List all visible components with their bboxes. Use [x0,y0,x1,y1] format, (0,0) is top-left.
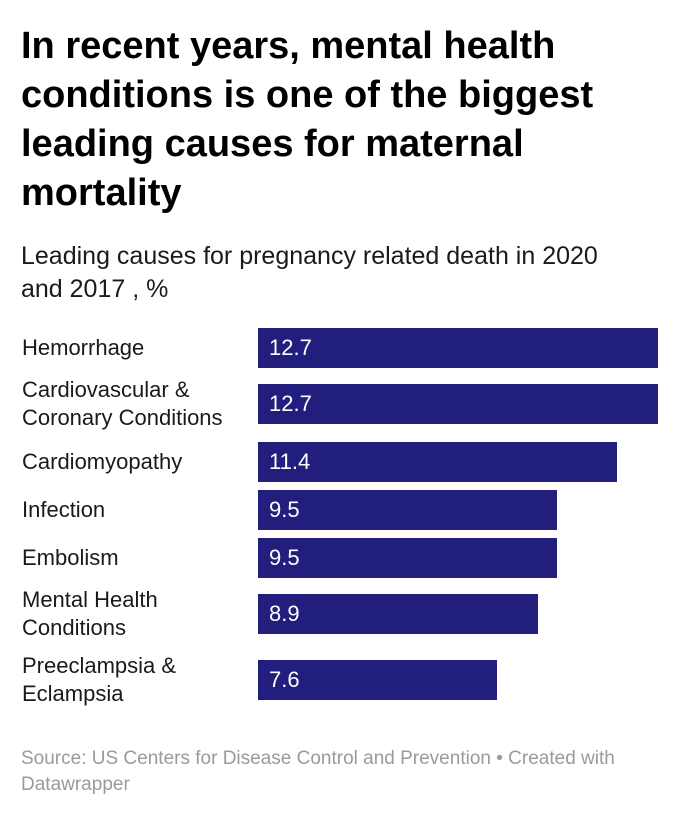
bar-value-label: 11.4 [269,449,311,474]
bar [258,442,618,482]
bar-value-label: 8.9 [269,601,300,626]
bar [258,384,658,424]
bar [258,538,558,578]
category-label: Mental Health Conditions [22,587,158,640]
category-label: Infection [22,497,106,522]
bar [258,490,558,530]
chart-title: In recent years, mental health condition… [21,25,594,214]
category-label: Cardiovascular & Coronary Conditions [22,377,223,430]
category-label: Hemorrhage [22,335,145,360]
bar-value-label: 9.5 [269,497,300,522]
source-note: Source: US Centers for Disease Control a… [21,748,615,795]
bar-value-label: 12.7 [269,391,312,416]
bar [258,594,539,634]
category-label: Cardiomyopathy [22,449,183,474]
category-label: Embolism [22,545,119,570]
bar [258,328,658,368]
bar [258,660,498,700]
bar-value-label: 9.5 [269,545,300,570]
bar-value-label: 7.6 [269,667,300,692]
chart-subtitle: Leading causes for pregnancy related dea… [21,242,598,303]
bar-value-label: 12.7 [269,335,312,360]
category-label: Preeclampsia & Eclampsia [22,653,177,706]
